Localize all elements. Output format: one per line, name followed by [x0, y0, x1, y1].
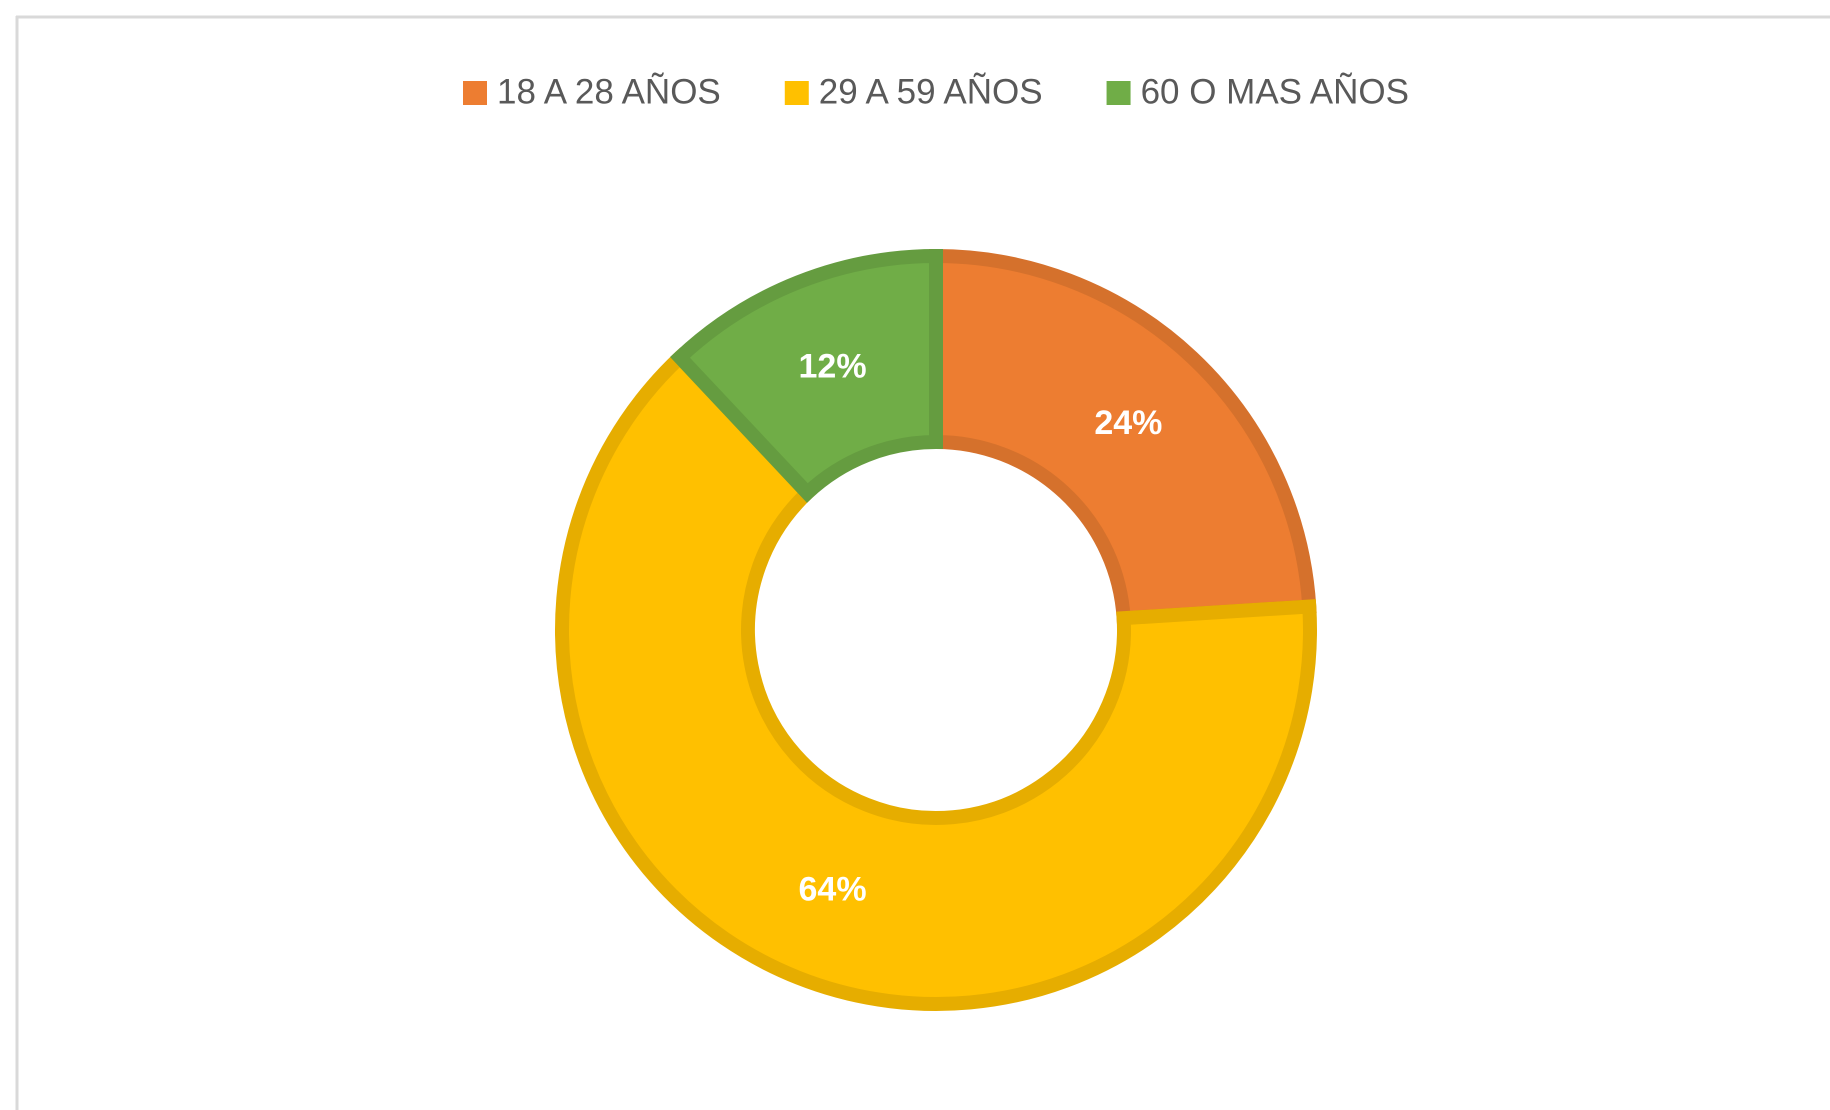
donut-slice [670, 248, 943, 503]
legend-label: 18 A 28 AÑOS [497, 72, 721, 111]
data-label: 12% [799, 348, 867, 386]
data-label: 24% [1094, 404, 1162, 442]
legend-label: 60 O MAS AÑOS [1141, 72, 1409, 111]
donut-slice [555, 347, 1317, 1011]
legend-swatch [1106, 81, 1131, 105]
legend-label: 29 A 59 AÑOS [819, 72, 1043, 111]
legend-swatch [463, 81, 487, 105]
data-label: 64% [799, 870, 867, 908]
legend-swatch [784, 81, 809, 105]
donut-slice [929, 248, 1317, 626]
